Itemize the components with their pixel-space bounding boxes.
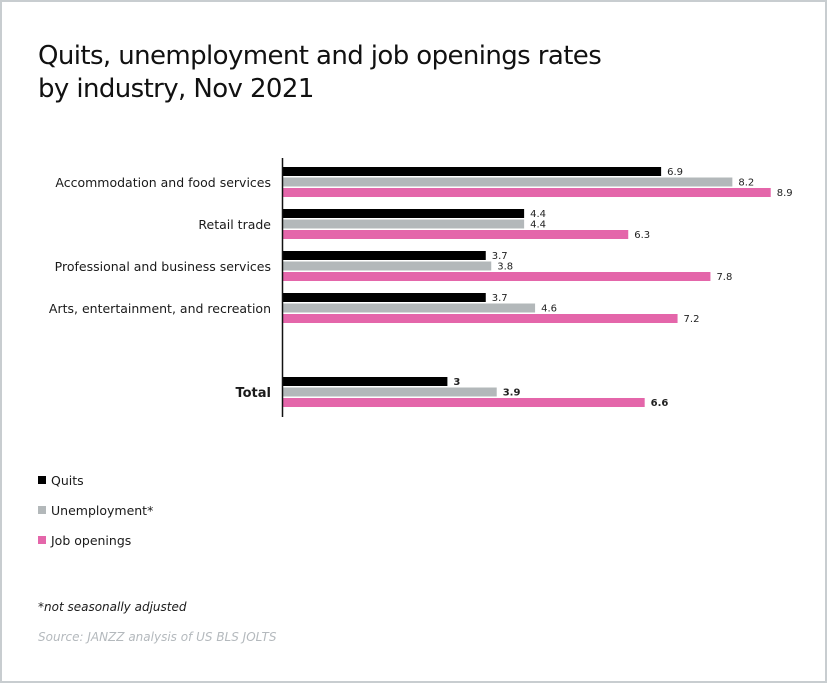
bar-unemployment-retail-trade [283,219,525,229]
value-label-unemployment-arts-entertainment-and-recreation: 4.6 [541,304,557,315]
bar-unemployment-total [283,387,497,397]
category-label-retail-trade: Retail trade [198,217,271,232]
chart-title: Quits, unemployment and job openings rat… [38,40,602,106]
value-label-unemployment-retail-trade: 4.4 [530,220,546,231]
source-note: Source: JANZZ analysis of US BLS JOLTS [38,630,277,644]
bar-unemployment-accommodation-and-food-services [283,177,733,187]
bar-quits-retail-trade [283,209,525,218]
footnote: *not seasonally adjusted [38,600,187,614]
value-label-quits-retail-trade: 4.4 [530,209,546,220]
value-label-quits-arts-entertainment-and-recreation: 3.7 [492,293,508,304]
legend-swatch-job-openings [38,536,46,544]
legend-item-unemployment: Unemployment* [38,500,153,520]
category-label-total: Total [235,386,271,401]
category-label-professional-and-business-services: Professional and business services [55,259,271,274]
bar-job-openings-accommodation-and-food-services [283,188,771,197]
value-label-job-openings-retail-trade: 6.3 [634,230,650,241]
bar-job-openings-total [283,398,645,407]
chart-title-line-2: by industry, Nov 2021 [38,74,314,104]
value-label-job-openings-professional-and-business-services: 7.8 [716,272,732,283]
bar-job-openings-retail-trade [283,230,629,239]
value-label-quits-professional-and-business-services: 3.7 [492,251,508,262]
bar-quits-accommodation-and-food-services [283,167,662,176]
legend-item-quits: Quits [38,470,153,490]
value-label-job-openings-arts-entertainment-and-recreation: 7.2 [684,314,700,325]
legend: Quits Unemployment* Job openings [38,470,153,560]
value-label-unemployment-accommodation-and-food-services: 8.2 [738,178,754,189]
value-label-quits-accommodation-and-food-services: 6.9 [667,167,683,178]
category-label-accommodation-and-food-services: Accommodation and food services [55,175,271,190]
value-label-job-openings-accommodation-and-food-services: 8.9 [777,188,793,199]
legend-swatch-quits [38,476,46,484]
category-label-arts-entertainment-and-recreation: Arts, entertainment, and recreation [49,301,271,316]
chart-title-line-1: Quits, unemployment and job openings rat… [38,41,602,71]
value-label-unemployment-total: 3.9 [503,388,521,399]
bar-unemployment-professional-and-business-services [283,261,492,271]
legend-item-job-openings: Job openings [38,530,153,550]
bar-unemployment-arts-entertainment-and-recreation [283,303,536,313]
bars-group: Accommodation and food services 6.9 8.2 8.9… [49,167,793,409]
value-label-job-openings-total: 6.6 [651,398,669,409]
legend-swatch-unemployment [38,506,46,514]
bar-quits-total [283,377,448,386]
bar-quits-arts-entertainment-and-recreation [283,293,486,302]
legend-label-quits: Quits [51,472,84,488]
bar-job-openings-professional-and-business-services [283,272,711,281]
bar-quits-professional-and-business-services [283,251,486,260]
value-label-unemployment-professional-and-business-services: 3.8 [497,262,513,273]
legend-label-unemployment: Unemployment* [51,502,154,518]
value-label-quits-total: 3 [453,377,460,388]
bar-job-openings-arts-entertainment-and-recreation [283,314,678,323]
legend-label-job-openings: Job openings [51,532,132,548]
